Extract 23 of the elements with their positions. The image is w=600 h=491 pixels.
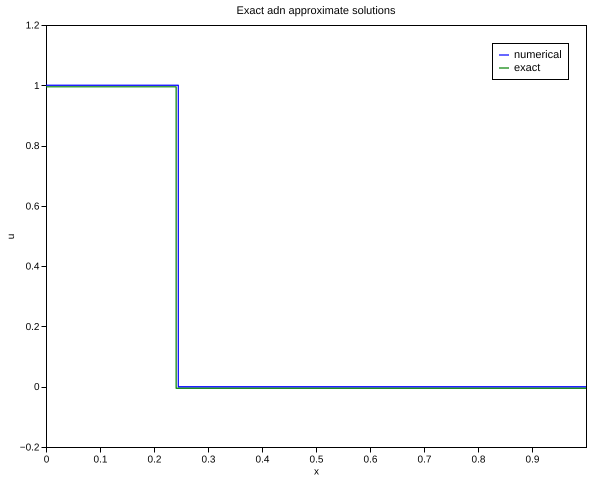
y-tick-label: 0.4 <box>26 262 40 273</box>
y-tick-label: −0.2 <box>20 442 40 454</box>
x-tick-label: 0 <box>44 454 50 466</box>
x-tick-label: 0.4 <box>256 454 270 466</box>
x-tick-label: 0.2 <box>148 454 162 466</box>
x-tick-label: 0.7 <box>418 454 432 466</box>
y-tick-label: 0 <box>34 382 40 394</box>
y-tick-label: 0.6 <box>26 201 40 212</box>
legend-label: numerical <box>514 49 562 61</box>
x-tick-label: 0.3 <box>202 454 216 466</box>
y-tick-label: 1 <box>34 80 40 92</box>
chart-title: Exact adn approximate solutions <box>236 5 396 17</box>
y-tick-label: 0.2 <box>26 322 40 333</box>
y-tick-label: 1.2 <box>26 20 40 32</box>
y-tick-label: 0.8 <box>26 141 40 152</box>
y-axis-title: u <box>6 234 17 240</box>
x-axis-title: x <box>314 466 319 478</box>
x-tick-label: 0.8 <box>472 454 486 466</box>
x-tick-label: 0.6 <box>364 454 378 466</box>
x-tick-label: 0.9 <box>526 454 540 466</box>
x-tick-label: 0.1 <box>94 454 108 466</box>
legend-label: exact <box>514 62 540 74</box>
x-tick-label: 0.5 <box>310 454 324 466</box>
